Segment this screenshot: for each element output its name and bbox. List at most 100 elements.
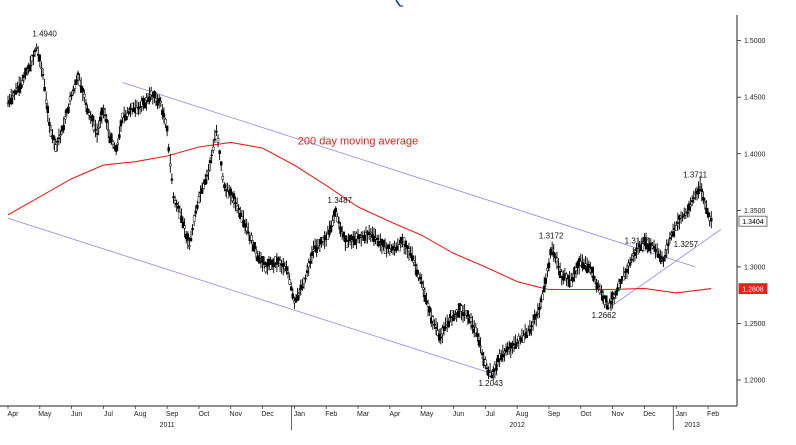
x-tick-label: Dec bbox=[643, 411, 656, 418]
x-tick-label: Oct bbox=[198, 411, 209, 418]
price-bar bbox=[614, 290, 618, 300]
last-value-labels: 1.3404 1.2808 bbox=[738, 215, 768, 295]
price-bar bbox=[62, 116, 65, 134]
price-bar bbox=[153, 90, 156, 104]
price-bar bbox=[302, 276, 306, 289]
price-bar bbox=[422, 280, 425, 297]
price-bar bbox=[30, 54, 34, 66]
price-bar bbox=[135, 100, 139, 115]
price-bar bbox=[426, 299, 430, 317]
price-bar bbox=[600, 285, 603, 301]
price-bar bbox=[56, 137, 59, 152]
price-bar bbox=[474, 322, 478, 337]
price-bar bbox=[103, 107, 107, 122]
price-bar bbox=[183, 218, 186, 238]
price-bar bbox=[676, 212, 680, 231]
price-bar bbox=[550, 241, 554, 255]
price-bar bbox=[138, 101, 142, 115]
price-bar bbox=[420, 274, 423, 288]
price-bar bbox=[697, 181, 700, 199]
price-bar bbox=[180, 208, 183, 223]
annotations: 1.4940 200 day moving average 1.3487 1.3172… bbox=[32, 29, 707, 388]
price-bar bbox=[264, 261, 268, 274]
price-bar bbox=[216, 134, 220, 148]
price-bar bbox=[554, 252, 557, 264]
price-bar bbox=[471, 315, 474, 334]
price-bar bbox=[431, 315, 435, 330]
price-bar bbox=[40, 61, 43, 77]
price-bar bbox=[469, 313, 473, 330]
price-bar bbox=[450, 309, 454, 327]
price-bar bbox=[247, 222, 250, 236]
price-bar bbox=[495, 358, 498, 375]
price-bar bbox=[207, 163, 210, 181]
price-bar bbox=[81, 85, 85, 102]
price-bar bbox=[530, 321, 533, 336]
price-bar bbox=[100, 107, 104, 124]
price-bar bbox=[507, 340, 511, 355]
price-bar bbox=[204, 173, 207, 185]
x-tick-label: Apr bbox=[8, 411, 20, 418]
price-bar bbox=[114, 144, 118, 156]
x-year-label: 2012 bbox=[509, 422, 525, 429]
price-bar bbox=[54, 138, 57, 153]
price-bar bbox=[665, 239, 668, 259]
price-bar bbox=[480, 348, 484, 360]
price-bar bbox=[447, 317, 450, 329]
price-bar bbox=[32, 50, 35, 66]
price-bar bbox=[703, 197, 707, 210]
price-bar bbox=[484, 356, 487, 370]
price-bar bbox=[538, 302, 541, 319]
price-bar bbox=[127, 107, 131, 116]
price-bar bbox=[488, 362, 492, 378]
price-bar bbox=[592, 266, 595, 283]
price-bar bbox=[425, 292, 428, 306]
annotation-label: 1.2662 bbox=[592, 311, 617, 320]
price-bar bbox=[73, 79, 77, 94]
price-bar bbox=[329, 220, 333, 233]
price-bar bbox=[366, 230, 369, 244]
price-bar bbox=[367, 224, 371, 240]
x-tick-label: Apr bbox=[389, 411, 401, 418]
price-bar bbox=[348, 234, 352, 246]
price-bar bbox=[687, 200, 691, 218]
price-bar bbox=[675, 221, 678, 231]
price-bar bbox=[277, 256, 280, 267]
price-bar bbox=[68, 91, 72, 106]
price-bar bbox=[485, 363, 489, 376]
price-bar bbox=[165, 125, 169, 137]
price-bar bbox=[649, 238, 653, 255]
price-bar bbox=[116, 138, 120, 151]
price-bar bbox=[657, 248, 661, 259]
price-bar bbox=[547, 258, 551, 272]
price-bar bbox=[336, 212, 339, 223]
price-bar bbox=[102, 104, 105, 119]
price-bar bbox=[285, 260, 288, 275]
price-bar bbox=[452, 310, 455, 322]
price-bar bbox=[304, 274, 307, 283]
price-bar bbox=[64, 109, 67, 125]
price-bar bbox=[202, 179, 205, 190]
x-tick-label: Feb bbox=[707, 411, 719, 418]
price-bar bbox=[404, 240, 408, 255]
price-bar bbox=[692, 190, 696, 204]
price-bar bbox=[310, 246, 314, 264]
price-bar bbox=[371, 226, 374, 242]
price-bar bbox=[86, 104, 89, 115]
price-bar bbox=[337, 216, 341, 230]
channel-line-3 bbox=[607, 229, 722, 310]
price-bar bbox=[83, 89, 86, 103]
price-bar bbox=[375, 234, 379, 247]
price-bar bbox=[164, 117, 167, 129]
price-bar bbox=[668, 231, 672, 244]
price-bar bbox=[382, 239, 385, 251]
price-bar bbox=[137, 102, 140, 116]
price-bar bbox=[200, 182, 204, 194]
price-bar bbox=[587, 260, 591, 273]
price-bar bbox=[11, 90, 15, 105]
moving-average-label: 200 day moving average bbox=[298, 136, 418, 148]
price-bar bbox=[542, 276, 546, 293]
price-bar bbox=[78, 73, 81, 87]
price-bar bbox=[234, 196, 237, 212]
